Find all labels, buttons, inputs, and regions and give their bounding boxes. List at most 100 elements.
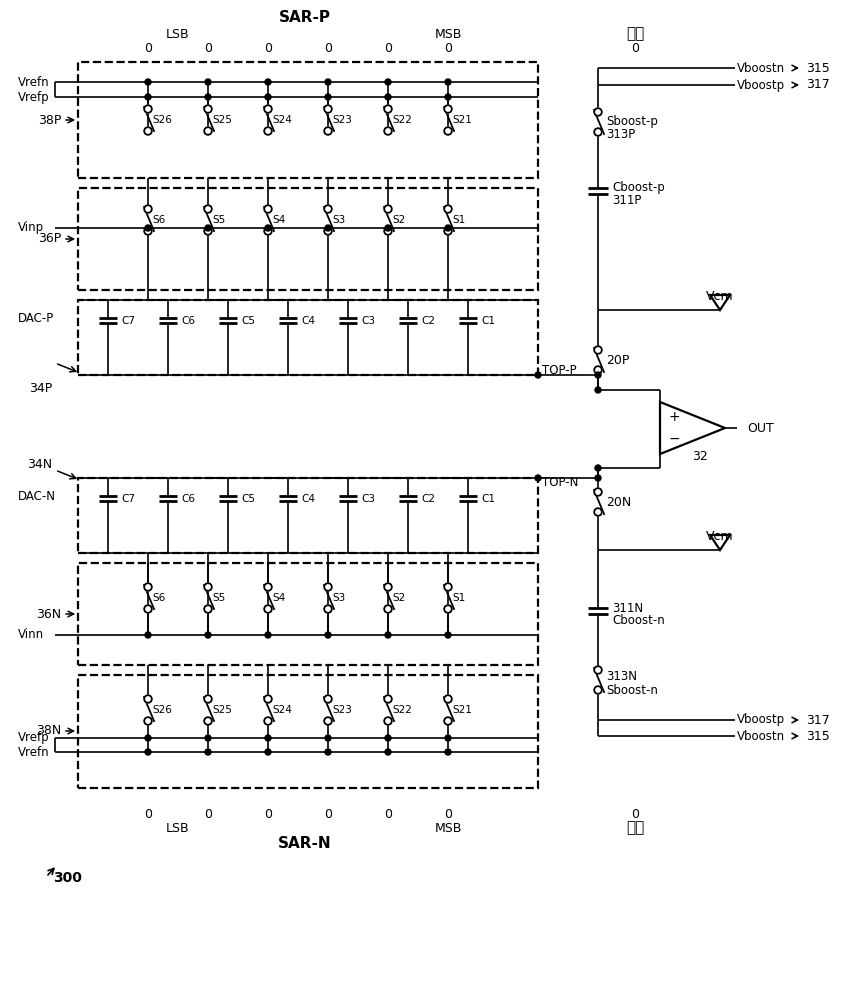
- Circle shape: [385, 94, 391, 100]
- Circle shape: [205, 695, 212, 703]
- Circle shape: [325, 225, 331, 231]
- Text: Vinp: Vinp: [18, 222, 44, 234]
- Circle shape: [594, 508, 602, 516]
- Text: 20P: 20P: [606, 354, 629, 366]
- Bar: [78, 675, 538, 788]
- Bar: [78, 563, 538, 665]
- Circle shape: [205, 94, 211, 100]
- Text: 0: 0: [444, 41, 452, 54]
- Circle shape: [205, 717, 212, 725]
- Text: C3: C3: [361, 494, 375, 504]
- Circle shape: [324, 717, 332, 725]
- Circle shape: [264, 205, 272, 213]
- Circle shape: [445, 749, 451, 755]
- Text: C2: C2: [421, 494, 435, 504]
- Circle shape: [205, 227, 212, 235]
- Circle shape: [144, 717, 152, 725]
- Text: S25: S25: [212, 115, 232, 125]
- Text: SAR-N: SAR-N: [278, 836, 332, 850]
- Text: S4: S4: [272, 215, 285, 225]
- Text: 升压: 升压: [626, 820, 644, 836]
- Text: 0: 0: [204, 41, 212, 54]
- Text: C6: C6: [181, 494, 195, 504]
- Circle shape: [265, 94, 271, 100]
- Text: C7: C7: [121, 494, 135, 504]
- Circle shape: [205, 605, 212, 613]
- Circle shape: [324, 583, 332, 591]
- Circle shape: [445, 735, 451, 741]
- Text: SAR-P: SAR-P: [279, 10, 331, 25]
- Circle shape: [384, 583, 392, 591]
- Circle shape: [205, 105, 212, 113]
- Circle shape: [324, 605, 332, 613]
- Text: 311P: 311P: [612, 194, 642, 207]
- Circle shape: [384, 695, 392, 703]
- Circle shape: [445, 79, 451, 85]
- Circle shape: [594, 686, 602, 694]
- Text: TOP-N: TOP-N: [542, 477, 578, 489]
- Circle shape: [265, 749, 271, 755]
- Text: S5: S5: [212, 215, 226, 225]
- Text: S26: S26: [152, 115, 172, 125]
- Bar: [78, 478, 538, 553]
- Circle shape: [594, 128, 602, 136]
- Text: Cboost-n: Cboost-n: [612, 613, 664, 626]
- Text: 36P: 36P: [38, 232, 61, 245]
- Text: S22: S22: [392, 705, 412, 715]
- Text: 317: 317: [806, 714, 829, 726]
- Circle shape: [384, 717, 392, 725]
- Text: S2: S2: [392, 215, 405, 225]
- Circle shape: [265, 225, 271, 231]
- Text: S21: S21: [452, 115, 472, 125]
- Text: 0: 0: [384, 41, 392, 54]
- Text: S23: S23: [332, 705, 352, 715]
- Text: S3: S3: [332, 593, 345, 603]
- Circle shape: [145, 749, 151, 755]
- Text: 升压: 升压: [626, 26, 644, 41]
- Circle shape: [144, 227, 152, 235]
- Circle shape: [385, 79, 391, 85]
- Text: S1: S1: [452, 593, 466, 603]
- Circle shape: [264, 227, 272, 235]
- Circle shape: [594, 108, 602, 116]
- Text: 0: 0: [324, 41, 332, 54]
- Text: +: +: [669, 410, 679, 424]
- Circle shape: [384, 105, 392, 113]
- Text: S21: S21: [452, 705, 472, 715]
- Circle shape: [445, 695, 452, 703]
- Text: 0: 0: [324, 808, 332, 820]
- Text: C4: C4: [301, 316, 315, 326]
- Circle shape: [594, 366, 602, 374]
- Circle shape: [205, 583, 212, 591]
- Circle shape: [324, 127, 332, 135]
- Circle shape: [595, 465, 601, 471]
- Text: S24: S24: [272, 115, 292, 125]
- Circle shape: [595, 475, 601, 481]
- Circle shape: [144, 105, 152, 113]
- Circle shape: [445, 127, 452, 135]
- Text: Vrefn: Vrefn: [18, 746, 50, 758]
- Text: 313P: 313P: [606, 128, 635, 141]
- Circle shape: [144, 695, 152, 703]
- Circle shape: [595, 387, 601, 393]
- Text: Vboostn: Vboostn: [737, 730, 785, 742]
- Text: S23: S23: [332, 115, 352, 125]
- Circle shape: [445, 583, 452, 591]
- Circle shape: [325, 749, 331, 755]
- Text: 0: 0: [144, 808, 152, 820]
- Circle shape: [265, 632, 271, 638]
- Circle shape: [324, 105, 332, 113]
- Text: C1: C1: [481, 316, 495, 326]
- Text: 313N: 313N: [606, 670, 637, 684]
- Text: MSB: MSB: [434, 822, 461, 834]
- Text: Vboostn: Vboostn: [737, 62, 785, 75]
- Circle shape: [384, 605, 392, 613]
- Text: 38N: 38N: [35, 724, 61, 738]
- Circle shape: [535, 372, 541, 378]
- Circle shape: [145, 225, 151, 231]
- Circle shape: [535, 475, 541, 481]
- Text: 0: 0: [631, 41, 639, 54]
- Circle shape: [264, 695, 272, 703]
- Circle shape: [594, 488, 602, 496]
- Text: 0: 0: [631, 808, 639, 820]
